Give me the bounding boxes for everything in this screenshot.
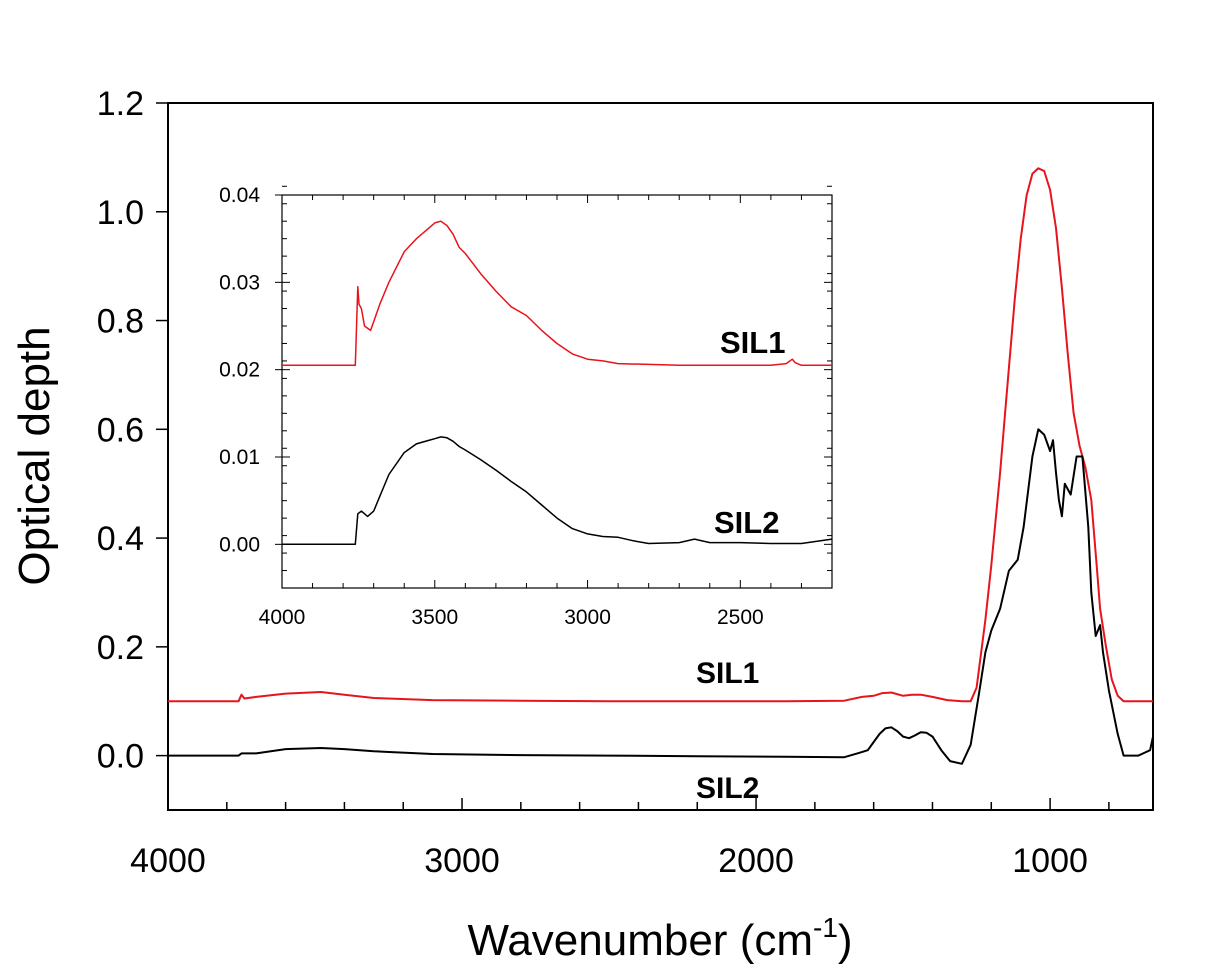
x-tick-label: 3500	[411, 606, 458, 629]
series-line-sil2	[168, 428, 1154, 765]
inset-y-ticks: 0.00 0.01 0.02 0.03 0.04	[219, 184, 832, 589]
x-tick-label: 1000	[1012, 842, 1088, 880]
y-tick-label: 0.01	[219, 446, 260, 469]
x-axis-title-sup: -1	[813, 912, 838, 943]
main-sil1-label: SIL1	[696, 657, 759, 690]
inset-series-lines	[282, 220, 833, 546]
y-axis-title: Optical depth	[10, 326, 59, 585]
y-tick-label: 0.02	[219, 359, 260, 382]
main-x-ticks: 4000 3000 2000 1000	[130, 798, 1110, 880]
inset-sil2-label: SIL2	[714, 505, 779, 540]
main-plot-frame	[167, 102, 1154, 811]
x-tick-label: 3000	[424, 842, 500, 880]
inset-background	[282, 195, 832, 588]
y-tick-label: 1.2	[97, 85, 144, 123]
series-line-sil1	[282, 220, 832, 367]
x-tick-label: 2000	[718, 842, 794, 880]
inset-sil1-label: SIL1	[720, 325, 785, 360]
inset-plot: 4000 3500 3000 2500 0.00 0.01 0.02 0.03 0.04 SI…	[219, 184, 833, 629]
main-series-lines	[168, 167, 1154, 765]
y-tick-label: 0.04	[219, 184, 260, 207]
y-tick-label: 1.0	[97, 194, 144, 232]
x-tick-label: 2500	[717, 606, 764, 629]
y-tick-label: 0.8	[97, 303, 144, 341]
x-tick-label: 4000	[130, 842, 206, 880]
main-plot: 4000 3000 2000 1000 0.0 0.2 0.4 0.6 0.8 1.0 1.2 S…	[97, 85, 1154, 880]
y-tick-label: 0.03	[219, 271, 260, 294]
inset-x-ticks: 4000 3500 3000 2500	[259, 195, 833, 629]
main-sil2-label: SIL2	[696, 772, 759, 805]
x-tick-label: 3000	[564, 606, 611, 629]
y-tick-label: 0.2	[97, 629, 144, 667]
y-tick-label: 0.00	[219, 533, 260, 556]
series-line-sil1	[168, 167, 1153, 703]
main-y-ticks: 0.0 0.2 0.4 0.6 0.8 1.0 1.2	[97, 85, 168, 776]
x-axis-title-main: Wavenumber (cm	[467, 916, 813, 965]
x-tick-label: 4000	[259, 606, 306, 629]
y-tick-label: 0.4	[97, 520, 144, 558]
x-axis-title: Wavenumber (cm-1)	[467, 912, 852, 965]
series-line-sil2	[282, 436, 833, 546]
y-tick-label: 0.6	[97, 411, 144, 449]
y-tick-label: 0.0	[97, 738, 144, 776]
x-axis-title-close: )	[838, 916, 853, 965]
